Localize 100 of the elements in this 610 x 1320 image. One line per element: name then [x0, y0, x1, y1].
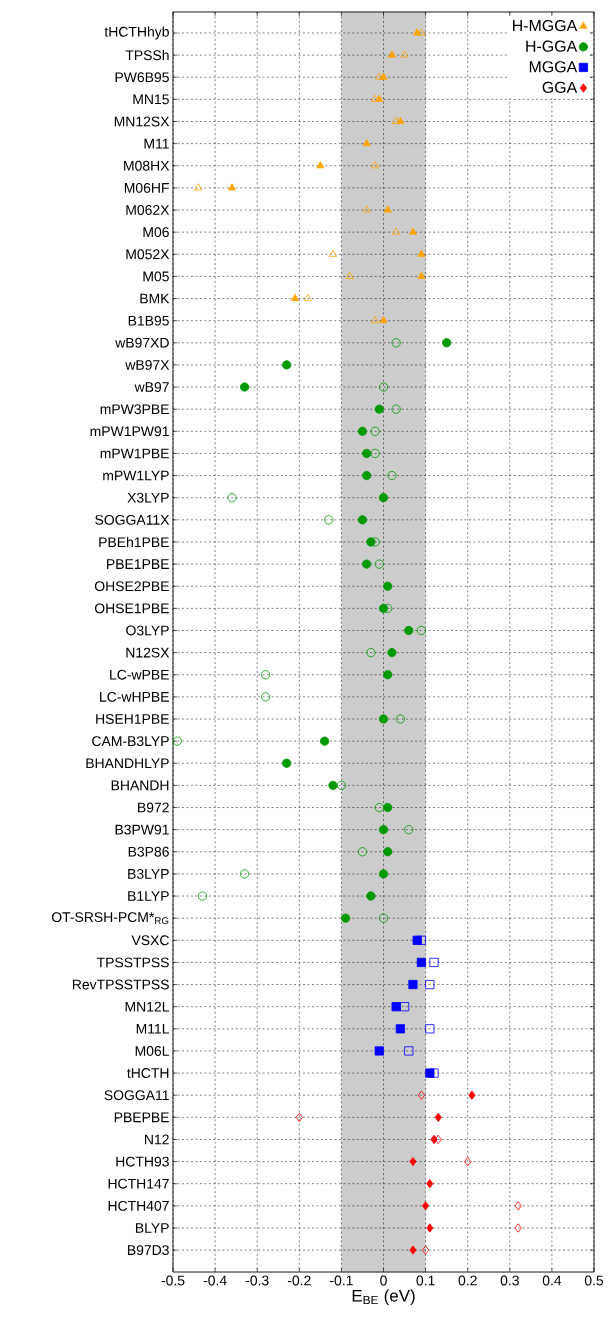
- point: [362, 139, 371, 147]
- point: [387, 648, 397, 658]
- legend-label: H-GGA: [526, 40, 578, 52]
- point: [404, 625, 414, 636]
- point: [366, 891, 376, 901]
- point: [391, 338, 401, 348]
- y-tick-label: BHANDH: [111, 780, 169, 791]
- point: [387, 470, 397, 481]
- point: [383, 205, 392, 213]
- y-tick-label: HCTH147: [108, 1178, 169, 1189]
- point: [395, 1024, 405, 1034]
- point: [416, 625, 426, 636]
- y-tick-label: OHSE1PBE: [94, 603, 169, 614]
- y-tick-label: mPW1PW91: [90, 426, 169, 437]
- point: [387, 50, 396, 58]
- point: [392, 116, 401, 124]
- y-tick-label: tHCTHhyb: [104, 26, 169, 40]
- point: [362, 448, 372, 459]
- point: [383, 847, 393, 857]
- point: [422, 1245, 430, 1255]
- point: [261, 692, 271, 702]
- y-tick-label: B3LYP: [128, 868, 169, 879]
- point: [227, 493, 237, 503]
- point: [391, 404, 401, 414]
- point: [324, 515, 334, 525]
- point: [319, 736, 330, 746]
- point: [345, 271, 354, 279]
- point: [303, 293, 312, 302]
- y-tick-label: MN12SX: [114, 116, 170, 127]
- point: [357, 515, 368, 525]
- point: [399, 1002, 410, 1012]
- point: [227, 183, 236, 191]
- y-tick-label: SOGGA11X: [95, 514, 170, 525]
- point: [408, 227, 417, 235]
- y-tick-label: B1LYP: [128, 891, 169, 901]
- point: [468, 1090, 476, 1100]
- point: [392, 227, 401, 235]
- point: [429, 957, 439, 968]
- y-tick-label: MN15: [133, 94, 169, 105]
- y-tick-label: PBEh1PBE: [99, 536, 169, 548]
- y-tick-label: M052X: [126, 249, 170, 260]
- y-tick-label: B972: [138, 802, 169, 813]
- point: [417, 28, 426, 36]
- y-tick-label: VSXC: [131, 935, 169, 946]
- point: [434, 1112, 442, 1122]
- point: [374, 802, 384, 813]
- point: [357, 847, 368, 857]
- point: [239, 869, 250, 879]
- point: [416, 935, 426, 945]
- point: [374, 559, 384, 569]
- point: [374, 404, 384, 414]
- point: [282, 758, 292, 768]
- point: [172, 736, 182, 746]
- point: [429, 1068, 439, 1078]
- x-tick-label: 0.5: [584, 1275, 604, 1286]
- point: [328, 780, 338, 790]
- point: [383, 670, 393, 680]
- point: [239, 382, 250, 392]
- point: [291, 293, 300, 302]
- legend-label: H-MGGA: [513, 19, 578, 32]
- point: [378, 913, 389, 923]
- y-tick-label: SOGGA11: [104, 1090, 169, 1101]
- y-tick-label: B3P86: [128, 846, 169, 857]
- y-tick-label: M11L: [136, 1024, 170, 1034]
- point: [282, 360, 292, 370]
- point: [400, 50, 409, 58]
- y-tick-label: BLYP: [135, 1223, 169, 1233]
- y-tick-label: tHCTH: [127, 1068, 169, 1079]
- y-tick-label: B97D3: [127, 1245, 169, 1256]
- y-tick-label: MN12L: [125, 1001, 170, 1012]
- y-tick-label: HSEH1PBE: [96, 714, 169, 724]
- y-tick-label: M08HX: [124, 160, 170, 171]
- point: [370, 426, 380, 436]
- y-tick-label: TPSSh: [125, 49, 169, 61]
- point: [417, 271, 426, 279]
- y-tick-label: B3PW91: [115, 824, 169, 835]
- point: [371, 94, 380, 102]
- point: [379, 316, 388, 324]
- x-tick-label: -0.4: [203, 1275, 227, 1286]
- point: [417, 249, 426, 257]
- y-tick-label: wB97: [134, 382, 169, 392]
- x-tick-label: 0.3: [500, 1275, 519, 1286]
- point: [374, 1046, 384, 1056]
- point: [366, 648, 376, 658]
- y-tick-label: CAM-B3LYP: [92, 736, 169, 747]
- x-tick-label: -0.1: [330, 1275, 353, 1286]
- y-tick-label: LC-wHPBE: [100, 691, 169, 702]
- y-tick-label: BMK: [140, 293, 170, 304]
- point: [426, 1223, 434, 1233]
- x-tick-label: -0.3: [245, 1275, 269, 1286]
- y-tick-label: O3LYP: [126, 625, 169, 636]
- y-tick-label: HCTH407: [108, 1200, 169, 1211]
- point: [362, 205, 371, 213]
- point: [416, 957, 426, 968]
- x-tick-label: -0.5: [161, 1275, 185, 1286]
- point: [425, 979, 435, 990]
- point: [328, 249, 338, 257]
- y-tick-label: TPSSTPSS: [96, 957, 169, 968]
- x-tick-label: 0: [380, 1275, 387, 1286]
- point: [316, 161, 325, 169]
